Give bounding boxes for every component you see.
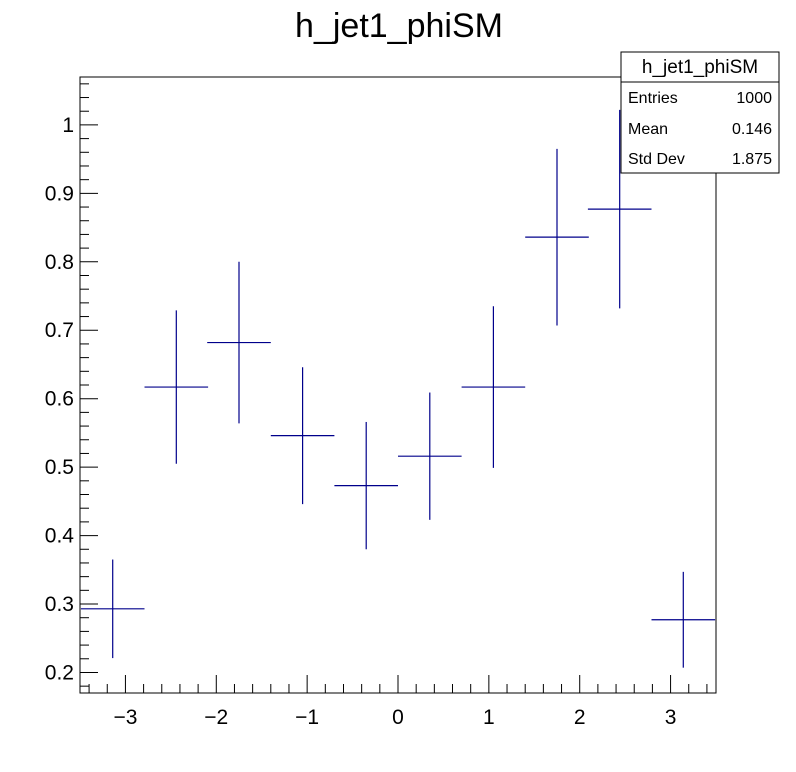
stats-entries-value: 1000 — [736, 90, 772, 107]
data-point — [398, 392, 462, 520]
y-tick-label: 0.9 — [45, 182, 74, 205]
data-point — [587, 109, 652, 309]
stats-stddev-value: 1.875 — [732, 151, 772, 168]
x-tick-labels: −3 −2 −1 0 1 2 3 — [113, 706, 676, 729]
x-tick-label: −3 — [113, 706, 137, 729]
y-tick-label: 0.7 — [45, 319, 74, 342]
y-tick-labels: 0.2 0.3 0.4 0.5 0.6 0.7 0.8 0.9 1 — [45, 114, 75, 685]
stats-mean-value: 0.146 — [732, 121, 772, 138]
stats-box-title: h_jet1_phiSM — [642, 57, 758, 78]
y-axis — [80, 83, 98, 687]
y-tick-label: 1 — [62, 114, 74, 137]
y-tick-label: 0.6 — [45, 388, 74, 411]
data-point — [461, 306, 526, 468]
x-axis — [88, 675, 708, 693]
x-tick-label: 3 — [665, 706, 677, 729]
data-point — [80, 559, 145, 659]
x-tick-label: 2 — [574, 706, 586, 729]
data-point — [144, 310, 209, 464]
y-tick-label: 0.8 — [45, 251, 74, 274]
y-tick-label: 0.5 — [45, 456, 74, 479]
x-tick-label: −1 — [295, 706, 319, 729]
stats-box-frame — [620, 51, 780, 174]
y-tick-label: 0.2 — [45, 661, 74, 684]
data-point — [207, 261, 271, 424]
y-tick-label: 0.3 — [45, 593, 74, 616]
y-tick-label: 0.4 — [45, 525, 75, 548]
data-point — [334, 421, 398, 550]
x-tick-label: −2 — [204, 706, 228, 729]
stats-stddev-label: Std Dev — [628, 151, 685, 168]
stats-entries-label: Entries — [628, 90, 678, 107]
data-point — [651, 571, 716, 668]
x-tick-label: 1 — [483, 706, 495, 729]
x-tick-label: 0 — [392, 706, 404, 729]
stats-box: h_jet1_phiSM Entries 1000 Mean 0.146 Std… — [620, 51, 780, 174]
data-point — [525, 148, 589, 326]
stats-mean-label: Mean — [628, 121, 668, 138]
data-points — [80, 109, 716, 668]
chart-title: h_jet1_phiSM — [295, 7, 503, 45]
data-point — [270, 367, 335, 505]
